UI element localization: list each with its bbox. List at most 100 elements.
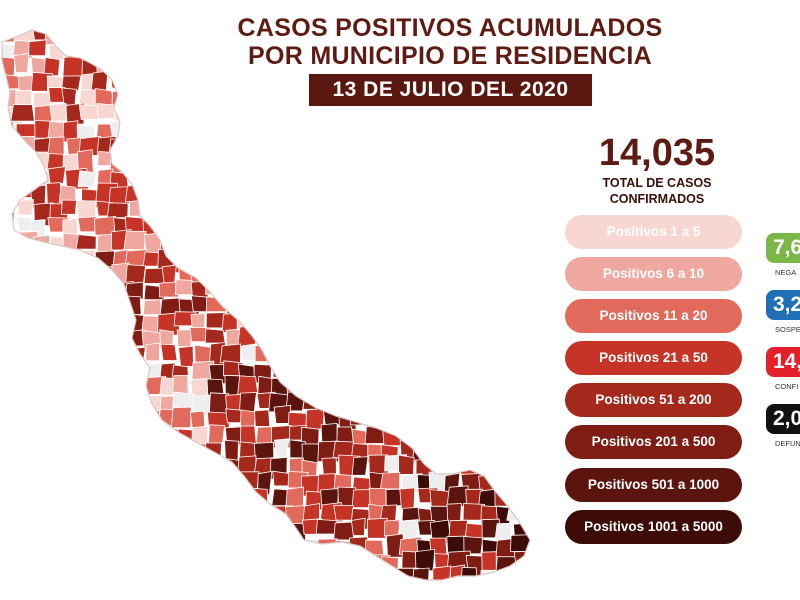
municipality-region	[175, 137, 195, 160]
municipality-region	[113, 539, 131, 556]
municipality-region	[302, 153, 321, 177]
municipality-region	[13, 507, 34, 528]
municipality-region	[2, 408, 19, 426]
municipality-region	[210, 120, 229, 141]
municipality-region	[160, 343, 178, 361]
municipality-region	[29, 455, 49, 475]
municipality-region	[319, 199, 336, 217]
municipality-region	[18, 408, 38, 428]
municipality-region	[126, 500, 150, 524]
municipality-region	[161, 154, 178, 173]
municipality-region	[478, 587, 499, 600]
municipality-region	[109, 38, 127, 55]
municipality-region	[270, 170, 290, 191]
municipality-region	[526, 508, 530, 531]
municipality-region	[210, 87, 232, 108]
municipality-region	[140, 172, 157, 191]
municipality-region	[417, 422, 437, 439]
municipality-region	[111, 423, 131, 446]
municipality-region	[367, 393, 387, 416]
municipality-region	[317, 375, 340, 398]
municipality-region	[320, 422, 338, 445]
municipality-region	[384, 329, 404, 348]
municipality-region	[528, 468, 530, 488]
municipality-region	[350, 151, 374, 172]
municipality-region	[333, 390, 356, 406]
municipality-region	[299, 360, 316, 381]
municipality-region	[369, 347, 392, 370]
municipality-region	[513, 550, 530, 569]
municipality-region	[508, 488, 528, 509]
municipality-region	[45, 329, 65, 351]
municipality-region	[176, 329, 192, 348]
municipality-region	[429, 587, 446, 600]
municipality-region	[188, 247, 207, 266]
municipality-region	[226, 198, 248, 219]
municipality-region	[145, 342, 160, 362]
municipality-region	[223, 73, 250, 91]
municipality-region	[2, 376, 15, 394]
page-title: CASOS POSITIVOS ACUMULADOS POR MUNICIPIO…	[230, 14, 670, 70]
municipality-region	[268, 266, 291, 284]
municipality-region	[478, 409, 494, 430]
municipality-region	[174, 104, 194, 123]
municipality-region	[187, 490, 207, 507]
municipality-region	[253, 441, 275, 460]
municipality-region	[383, 314, 400, 334]
municipality-region	[432, 313, 453, 333]
municipality-region	[384, 119, 403, 139]
municipality-region	[158, 552, 182, 575]
municipality-region	[447, 248, 472, 272]
municipality-region	[367, 154, 388, 175]
municipality-region	[510, 279, 530, 299]
municipality-region	[236, 134, 258, 151]
municipality-region	[508, 196, 530, 216]
municipality-region	[15, 519, 38, 536]
municipality-region	[283, 539, 306, 555]
municipality-region	[78, 457, 98, 477]
municipality-region	[287, 120, 305, 145]
municipality-region	[412, 297, 435, 315]
municipality-region	[349, 405, 373, 426]
municipality-region	[15, 487, 35, 505]
municipality-region	[493, 137, 512, 154]
municipality-region	[268, 278, 287, 299]
municipality-region	[460, 409, 484, 426]
municipality-region	[418, 389, 440, 406]
municipality-region	[509, 408, 530, 424]
municipality-region	[13, 153, 34, 174]
municipality-region	[124, 373, 145, 391]
municipality-region	[333, 280, 356, 305]
municipality-region	[351, 391, 375, 411]
municipality-region	[76, 552, 94, 571]
municipality-region	[252, 74, 269, 91]
municipality-region	[111, 313, 133, 333]
municipality-region	[273, 330, 289, 347]
municipality-region	[79, 585, 97, 600]
municipality-region	[110, 392, 127, 414]
municipality-region	[349, 570, 368, 580]
municipality-region	[46, 537, 68, 553]
municipality-region	[142, 57, 161, 79]
legend-item-6: Positivos 201 a 500	[565, 425, 742, 459]
municipality-region	[145, 426, 162, 444]
municipality-region	[174, 279, 193, 296]
municipality-region	[255, 246, 278, 265]
municipality-region	[382, 406, 400, 425]
municipality-region	[16, 216, 33, 232]
municipality-region	[354, 248, 372, 271]
municipality-region	[351, 358, 371, 379]
municipality-region	[33, 234, 51, 259]
municipality-region	[255, 213, 274, 233]
municipality-region	[191, 230, 212, 252]
municipality-region	[303, 347, 324, 364]
municipality-region	[526, 425, 530, 442]
municipality-region	[414, 216, 434, 235]
municipality-region	[95, 535, 113, 557]
municipality-region	[236, 537, 258, 556]
municipality-region	[383, 231, 406, 252]
municipality-region	[414, 123, 437, 144]
municipality-region	[32, 374, 51, 397]
municipality-region	[143, 152, 164, 174]
municipality-region	[173, 539, 195, 555]
